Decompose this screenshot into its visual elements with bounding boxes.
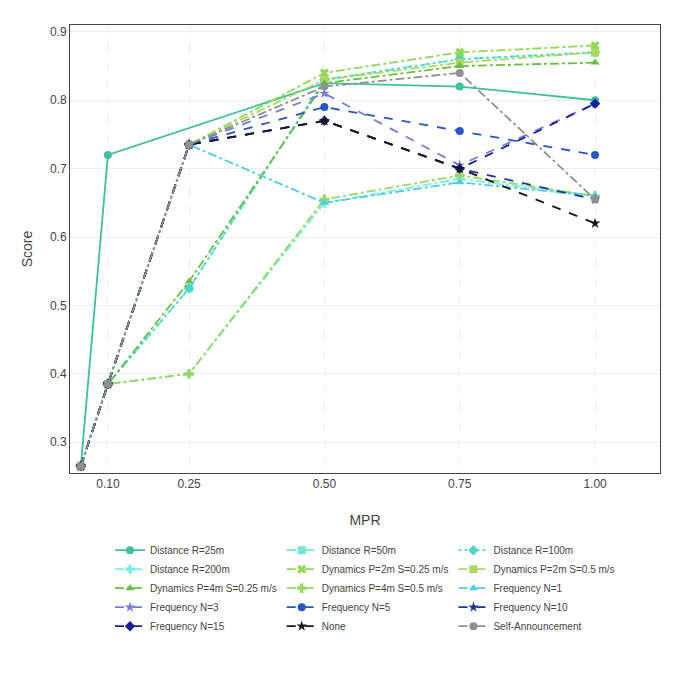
svg-text:Frequency N=10: Frequency N=10 (493, 602, 568, 613)
svg-text:0.5: 0.5 (50, 299, 67, 313)
svg-text:Dynamics P=4m S=0.5 m/s: Dynamics P=4m S=0.5 m/s (322, 583, 443, 594)
svg-text:Dynamics P=2m S=0.5 m/s: Dynamics P=2m S=0.5 m/s (493, 564, 614, 575)
svg-text:0.3: 0.3 (50, 435, 67, 449)
svg-text:0.50: 0.50 (313, 477, 337, 491)
svg-text:Distance R=100m: Distance R=100m (493, 545, 573, 556)
svg-text:1.00: 1.00 (583, 477, 607, 491)
svg-text:Distance R=25m: Distance R=25m (150, 545, 224, 556)
svg-text:0.4: 0.4 (50, 367, 67, 381)
svg-text:Self-Announcement: Self-Announcement (493, 621, 581, 632)
svg-text:None: None (322, 621, 346, 632)
svg-text:0.6: 0.6 (50, 230, 67, 244)
svg-text:0.8: 0.8 (50, 93, 67, 107)
svg-text:Frequency N=1: Frequency N=1 (493, 583, 562, 594)
svg-text:0.9: 0.9 (50, 25, 67, 39)
svg-text:Dynamics P=2m S=0.25 m/s: Dynamics P=2m S=0.25 m/s (322, 564, 449, 575)
svg-text:Frequency N=15: Frequency N=15 (150, 621, 225, 632)
svg-text:Frequency N=5: Frequency N=5 (322, 602, 391, 613)
svg-text:0.25: 0.25 (177, 477, 201, 491)
svg-text:0.75: 0.75 (448, 477, 472, 491)
svg-text:MPR: MPR (349, 512, 380, 528)
svg-text:0.7: 0.7 (50, 162, 67, 176)
svg-text:Frequency N=3: Frequency N=3 (150, 602, 219, 613)
svg-text:Distance R=200m: Distance R=200m (150, 564, 230, 575)
svg-text:Score: Score (19, 231, 35, 268)
svg-text:0.10: 0.10 (96, 477, 120, 491)
svg-text:Distance R=50m: Distance R=50m (322, 545, 396, 556)
svg-text:Dynamics P=4m S=0.25 m/s: Dynamics P=4m S=0.25 m/s (150, 583, 277, 594)
